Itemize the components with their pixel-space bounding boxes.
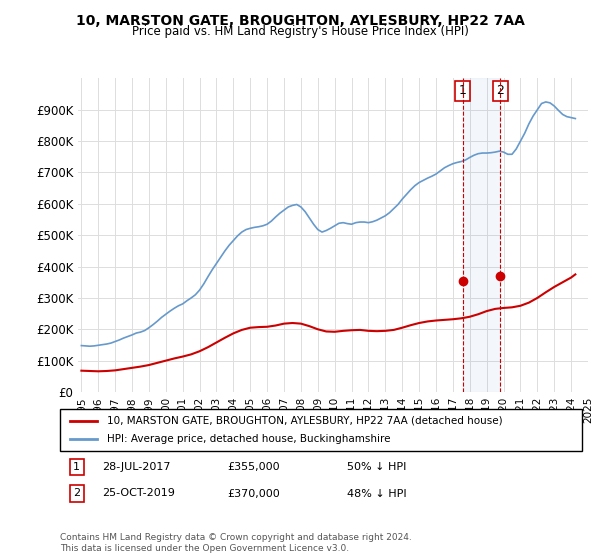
Text: 28-JUL-2017: 28-JUL-2017	[102, 462, 170, 472]
Text: 1: 1	[458, 85, 466, 97]
Text: 48% ↓ HPI: 48% ↓ HPI	[347, 488, 407, 498]
Text: 50% ↓ HPI: 50% ↓ HPI	[347, 462, 406, 472]
Text: £370,000: £370,000	[227, 488, 280, 498]
Text: 2: 2	[73, 488, 80, 498]
Text: £355,000: £355,000	[227, 462, 280, 472]
FancyBboxPatch shape	[60, 409, 582, 451]
Text: 1: 1	[73, 462, 80, 472]
Text: 10, MARSTON GATE, BROUGHTON, AYLESBURY, HP22 7AA (detached house): 10, MARSTON GATE, BROUGHTON, AYLESBURY, …	[107, 416, 503, 426]
Text: 2: 2	[496, 85, 504, 97]
Text: Price paid vs. HM Land Registry's House Price Index (HPI): Price paid vs. HM Land Registry's House …	[131, 25, 469, 38]
Text: HPI: Average price, detached house, Buckinghamshire: HPI: Average price, detached house, Buck…	[107, 434, 391, 444]
Bar	[463, 78, 500, 392]
Text: 10, MARSTON GATE, BROUGHTON, AYLESBURY, HP22 7AA: 10, MARSTON GATE, BROUGHTON, AYLESBURY, …	[76, 14, 524, 28]
Text: Contains HM Land Registry data © Crown copyright and database right 2024.
This d: Contains HM Land Registry data © Crown c…	[60, 533, 412, 553]
Text: 25-OCT-2019: 25-OCT-2019	[102, 488, 175, 498]
